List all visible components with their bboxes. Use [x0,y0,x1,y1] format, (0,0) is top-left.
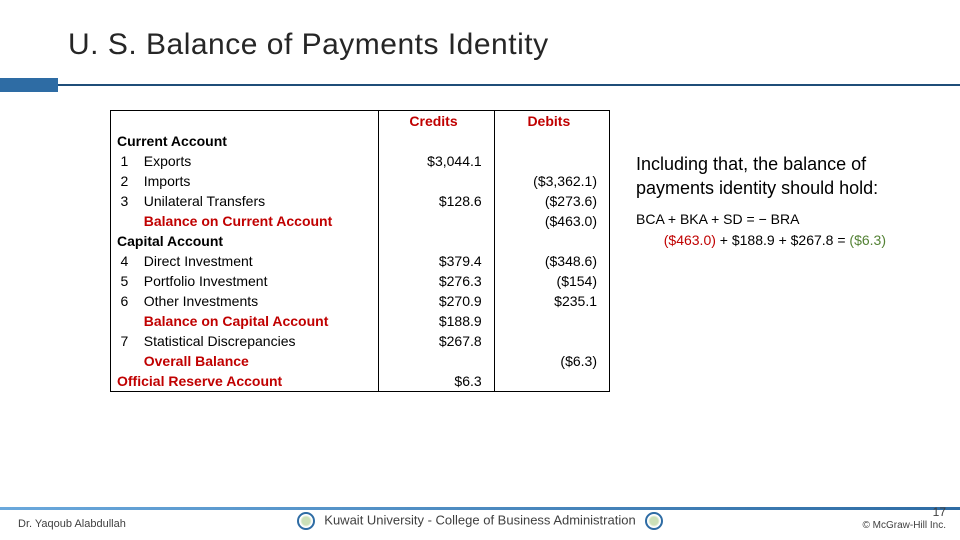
slide-title: U. S. Balance of Payments Identity [68,28,960,62]
footer-right: 17 © McGraw-Hill Inc. [863,505,946,532]
table-row: 2 Imports ($3,362.1) [111,171,610,191]
side-calc: ($463.0) + $188.9 + $267.8 = ($6.3) [636,231,916,250]
table-row: Balance on Current Account ($463.0) [111,211,610,231]
section-reserve: Official Reserve Account [111,371,379,392]
table-row: 3 Unilateral Transfers $128.6 ($273.6) [111,191,610,211]
table-row: Overall Balance ($6.3) [111,351,610,371]
copyright: © McGraw-Hill Inc. [863,520,946,531]
col-debits: Debits [494,111,609,132]
col-credits: Credits [379,111,494,132]
section-current: Current Account [111,131,379,151]
table-row: 5 Portfolio Investment $276.3 ($154) [111,271,610,291]
table-row: 7 Statistical Discrepancies $267.8 [111,331,610,351]
side-equation: BCA + BKA + SD = − BRA [636,211,916,227]
college-logo-icon [645,512,663,530]
university-logo-icon [297,512,315,530]
table-row: 6 Other Investments $270.9 $235.1 [111,291,610,311]
page-number: 17 [933,505,946,519]
footer: Dr. Yaqoub Alabdullah Kuwait University … [0,512,960,534]
table-row: 1 Exports $3,044.1 [111,151,610,171]
section-capital: Capital Account [111,231,379,251]
table-row: Balance on Capital Account $188.9 [111,311,610,331]
bop-table: Credits Debits Current Account 1 Exports… [110,110,610,392]
title-rule [0,78,960,92]
footer-rule [0,507,960,510]
table-row: 4 Direct Investment $379.4 ($348.6) [111,251,610,271]
side-text: Including that, the balance of payments … [636,110,916,392]
footer-center: Kuwait University - College of Business … [0,512,960,530]
side-paragraph: Including that, the balance of payments … [636,152,916,201]
